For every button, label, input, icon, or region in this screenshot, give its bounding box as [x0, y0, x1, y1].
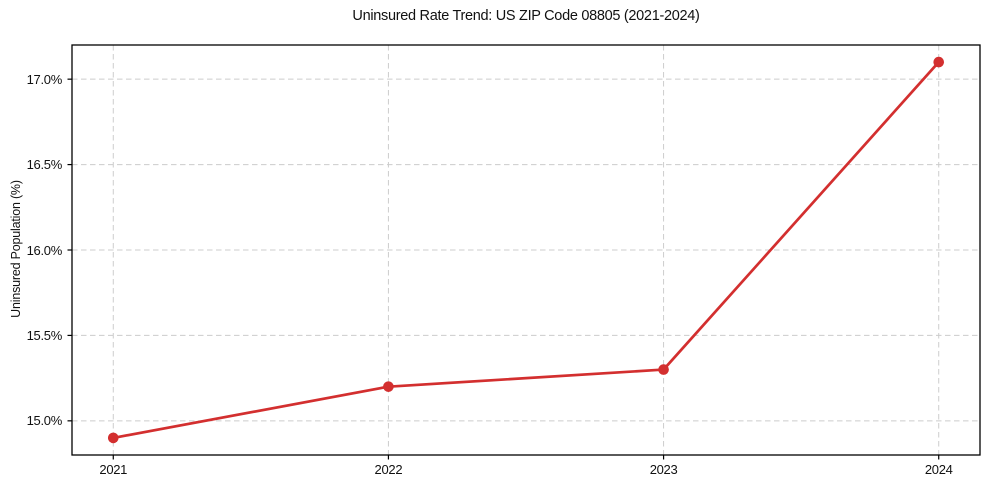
y-tick-label: 16.0% [26, 242, 63, 258]
x-tick-label: 2022 [374, 462, 403, 477]
data-point-marker [658, 364, 669, 375]
y-tick-label: 15.5% [26, 327, 63, 343]
y-tick-label: 16.5% [26, 157, 63, 173]
data-point-marker [383, 381, 394, 392]
data-point-marker [107, 432, 119, 444]
trend-line [111, 60, 941, 440]
data-point-marker [933, 56, 945, 68]
x-tick-label: 2024 [924, 462, 953, 477]
plot-frame [71, 44, 981, 456]
y-tick-label: 17.0% [26, 71, 63, 87]
chart-title: Uninsured Rate Trend: US ZIP Code 08805 … [352, 8, 700, 24]
x-tick-label: 2021 [99, 462, 128, 477]
y-tick-label: 15.0% [26, 413, 63, 429]
x-tick-label: 2023 [649, 462, 678, 477]
